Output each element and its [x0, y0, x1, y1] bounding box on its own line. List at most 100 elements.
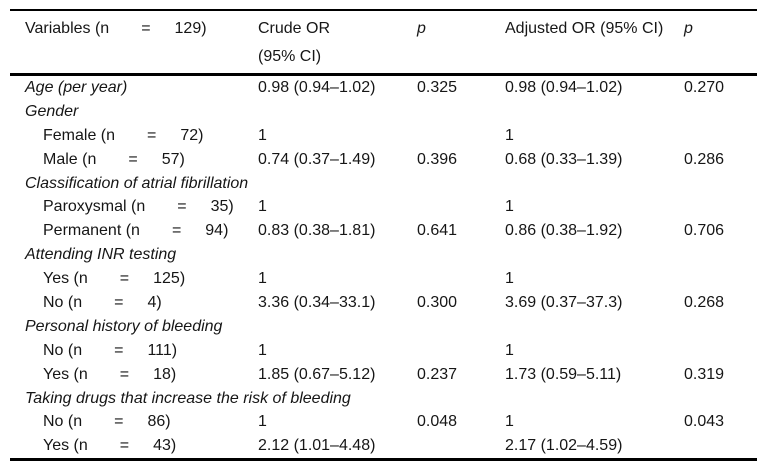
- adjusted-or-value: 0.98 (0.94–1.02): [505, 79, 623, 96]
- adjusted-or-value: 1: [505, 198, 514, 216]
- row-variable-label: Taking drugs that increase the risk of b…: [25, 389, 351, 407]
- crude-p-value: [417, 100, 505, 124]
- table-header: Variables (n = 129) Crude OR (95% CI) p …: [10, 11, 757, 76]
- adjusted-or-value: 1.73 (0.59–5.11): [505, 365, 622, 383]
- crude-or-value: 0.98 (0.94–1.02): [258, 79, 376, 96]
- crude-p-value: [417, 195, 505, 219]
- crude-or-value: 1: [258, 126, 267, 144]
- crude-p-value: [417, 124, 505, 148]
- row-variable-label: Female (n = 72): [43, 126, 204, 144]
- adjusted-or-value: 0.86 (0.38–1.92): [505, 222, 623, 240]
- crude-or-value: 0.83 (0.38–1.81): [258, 222, 376, 240]
- crude-p-value: 0.048: [417, 413, 458, 431]
- row-variable-label: No (n = 86): [43, 413, 171, 431]
- crude-or-value: 3.36 (0.34–33.1): [258, 294, 376, 312]
- table-row: Attending INR testing: [10, 243, 757, 267]
- crude-or-value: 1: [258, 270, 267, 288]
- table-row: Paroxysmal (n = 35) 1 1: [10, 195, 757, 219]
- crude-or-value: [258, 387, 417, 411]
- adjusted-p-value: [684, 243, 757, 267]
- crude-or-value: 1: [258, 413, 267, 431]
- crude-p-value: [417, 434, 505, 458]
- header-crude-or: Crude OR (95% CI): [258, 15, 417, 71]
- table-row: Permanent (n = 94) 0.83 (0.38–1.81) 0.64…: [10, 219, 757, 243]
- crude-or-value: 1: [258, 341, 267, 359]
- row-variable-label: Personal history of bleeding: [25, 317, 223, 335]
- crude-p-value: [417, 172, 505, 196]
- crude-or-value: 2.12 (1.01–4.48): [258, 437, 376, 455]
- crude-or-value: 0.74 (0.37–1.49): [258, 150, 376, 168]
- table-row: No (n = 4) 3.36 (0.34–33.1) 0.300 3.69 (…: [10, 291, 757, 315]
- header-variables: Variables (n = 129): [25, 20, 207, 37]
- crude-or-value: 1: [258, 198, 267, 216]
- adjusted-p-value: 0.706: [684, 222, 725, 240]
- table-row: Classification of atrial fibrillation: [10, 172, 757, 196]
- adjusted-p-value: 0.043: [684, 413, 725, 431]
- adjusted-or-value: 1: [505, 413, 514, 431]
- adjusted-p-value: [684, 339, 757, 363]
- row-variable-label: Permanent (n = 94): [43, 222, 229, 240]
- adjusted-or-value: 0.68 (0.33–1.39): [505, 150, 623, 168]
- crude-p-value: [417, 267, 505, 291]
- row-variable-label: Paroxysmal (n = 35): [43, 198, 234, 216]
- adjusted-p-value: [684, 315, 757, 339]
- crude-or-value: [258, 315, 417, 339]
- table-header-row: Variables (n = 129) Crude OR (95% CI) p …: [10, 15, 757, 71]
- crude-p-value: 0.237: [417, 365, 458, 383]
- adjusted-p-value: 0.286: [684, 150, 725, 168]
- adjusted-or-value: 1: [505, 126, 514, 144]
- adjusted-p-value: [684, 387, 757, 411]
- adjusted-p-value: 0.270: [684, 79, 725, 96]
- crude-p-value: [417, 315, 505, 339]
- row-variable-label: Age (per year): [25, 79, 128, 96]
- adjusted-or-value: [505, 315, 684, 339]
- adjusted-p-value: [684, 195, 757, 219]
- table-row: Yes (n = 125) 1 1: [10, 267, 757, 291]
- row-variable-label: Gender: [25, 102, 79, 120]
- adjusted-or-value: [505, 100, 684, 124]
- adjusted-p-value: 0.268: [684, 294, 725, 312]
- crude-or-value: [258, 243, 417, 267]
- adjusted-p-value: [684, 100, 757, 124]
- adjusted-or-value: 1: [505, 270, 514, 288]
- row-variable-label: No (n = 111): [43, 341, 178, 359]
- table-row: Yes (n = 18) 1.85 (0.67–5.12) 0.237 1.73…: [10, 363, 757, 387]
- crude-or-value: [258, 100, 417, 124]
- adjusted-or-value: 2.17 (1.02–4.59): [505, 437, 623, 455]
- crude-p-value: [417, 339, 505, 363]
- row-variable-label: Yes (n = 18): [43, 365, 177, 383]
- adjusted-or-value: [505, 172, 684, 196]
- row-variable-label: Yes (n = 43): [43, 437, 177, 455]
- table-body: Age (per year) 0.98 (0.94–1.02) 0.325 0.…: [10, 76, 757, 458]
- table-row: Yes (n = 43) 2.12 (1.01–4.48) 2.17 (1.02…: [10, 434, 757, 458]
- adjusted-or-value: [505, 387, 684, 411]
- crude-p-value: [417, 243, 505, 267]
- adjusted-p-value: [684, 124, 757, 148]
- row-variable-label: Male (n = 57): [43, 150, 185, 168]
- odds-ratio-table: Variables (n = 129) Crude OR (95% CI) p …: [10, 9, 757, 462]
- crude-p-value: 0.325: [417, 79, 458, 96]
- table-row: Female (n = 72) 1 1: [10, 124, 757, 148]
- crude-p-value: [417, 387, 505, 411]
- crude-p-value: 0.300: [417, 294, 458, 312]
- header-adjusted-or: Adjusted OR (95% CI): [505, 20, 664, 37]
- table-row: Taking drugs that increase the risk of b…: [10, 387, 757, 411]
- row-variable-label: Attending INR testing: [25, 246, 177, 264]
- table-row: Gender: [10, 100, 757, 124]
- table-row: Male (n = 57) 0.74 (0.37–1.49) 0.396 0.6…: [10, 148, 757, 172]
- header-crude-p: p: [417, 20, 426, 37]
- table-row: Age (per year) 0.98 (0.94–1.02) 0.325 0.…: [10, 76, 757, 100]
- row-variable-label: No (n = 4): [43, 294, 162, 312]
- crude-p-value: 0.641: [417, 222, 458, 240]
- adjusted-or-value: [505, 243, 684, 267]
- crude-p-value: 0.396: [417, 150, 458, 168]
- header-crude-or-line1: Crude OR: [258, 20, 331, 37]
- row-variable-label: Classification of atrial fibrillation: [25, 174, 249, 192]
- adjusted-p-value: [684, 434, 757, 458]
- adjusted-p-value: [684, 267, 757, 291]
- table-row: Personal history of bleeding: [10, 315, 757, 339]
- crude-or-value: 1.85 (0.67–5.12): [258, 365, 376, 383]
- header-crude-or-line2: (95% CI): [258, 48, 322, 65]
- adjusted-p-value: [684, 172, 757, 196]
